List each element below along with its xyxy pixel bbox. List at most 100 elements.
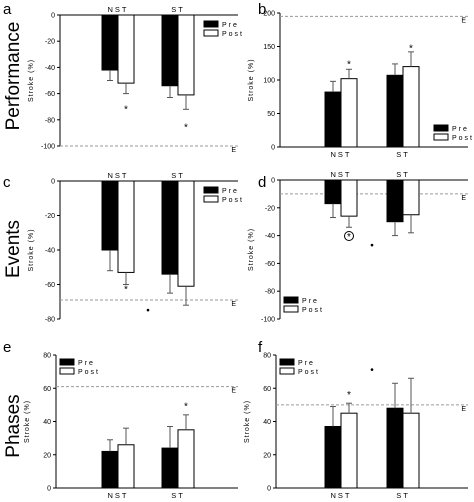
row-label-events: Events [3, 220, 24, 278]
annotation-mark: • [146, 305, 150, 316]
category-label: ST [396, 491, 410, 500]
y-tick-label: -60 [265, 261, 275, 268]
legend-label-post: Post [452, 135, 474, 142]
legend-swatch-post [203, 29, 219, 37]
bar-pre [161, 14, 179, 87]
category-label: NST [108, 5, 129, 14]
annotation-mark: * [124, 104, 128, 115]
legend-label-pre: Pre [452, 126, 469, 133]
y-tick-label: 80 [263, 353, 271, 360]
annotation-mark: * [409, 44, 413, 55]
y-tick-label: 40 [43, 419, 51, 426]
y-tick-label: 0 [271, 178, 275, 185]
annotation-mark: * [347, 60, 351, 71]
category-label: ST [396, 170, 410, 179]
bar-pre [324, 179, 342, 205]
y-tick-label: -60 [45, 91, 55, 98]
panel-c: c 0 -20 -40 -60 -80 Stroke (%) E NST ST * • Pre Post [3, 171, 244, 324]
category-label: NST [108, 171, 129, 180]
annotation-mark: • [370, 365, 374, 376]
annotation-mark: * [184, 123, 188, 134]
panel-f: f 0 20 40 60 80 Stroke (%) E NST ST * • Pre Post [244, 339, 468, 500]
reference-label: E [461, 17, 466, 24]
y-tick-label: -20 [265, 205, 275, 212]
bar-post [402, 179, 420, 216]
panel-letter: b [258, 1, 266, 18]
bar-pre [386, 179, 404, 223]
y-tick-label: -40 [45, 65, 55, 72]
category-label: ST [171, 171, 185, 180]
reference-label: E [461, 406, 466, 413]
legend-label-post: Post [298, 369, 320, 376]
category-label: ST [171, 5, 185, 14]
legend-label-post: Post [222, 197, 244, 204]
bar-post [117, 14, 135, 84]
panel-b: b 0 50 100 150 200 Stroke (%) E NST ST * * Pre Post [248, 1, 474, 159]
bar-post [402, 66, 420, 148]
y-axis-label: Stroke (%) [248, 228, 255, 271]
panel-d: d 0 -20 -40 -60 -80 -100 Stroke (%) E NST ST * • Pre P… [248, 170, 468, 324]
reference-label: E [461, 195, 466, 202]
annotation-mark: * [347, 390, 351, 401]
y-axis-label: Stroke (%) [28, 228, 35, 271]
y-tick-label: -80 [265, 289, 275, 296]
legend-swatch-post [283, 305, 299, 313]
bar-post [177, 180, 195, 287]
legend-swatch-pre [433, 124, 449, 132]
y-tick-label: 20 [43, 452, 51, 459]
y-axis-label: Stroke (%) [28, 59, 35, 102]
bar-post [177, 429, 195, 489]
y-tick-label: 60 [43, 386, 51, 393]
bar-pre [324, 91, 342, 148]
legend-swatch-post [433, 133, 449, 141]
y-tick-label: 0 [271, 145, 275, 152]
bar-pre [386, 74, 404, 148]
bar-pre [386, 407, 404, 489]
row-label-phases: Phases [3, 394, 24, 457]
bar-post [177, 14, 195, 96]
bar-post [117, 180, 135, 273]
legend-swatch-post [279, 367, 295, 375]
y-tick-label: 50 [267, 111, 275, 118]
reference-label: E [231, 301, 236, 308]
annotation-mark: * [124, 285, 128, 296]
y-axis-label: Stroke (%) [24, 400, 31, 443]
legend-label-pre: Pre [298, 360, 315, 367]
bar-post [402, 412, 420, 489]
category-label: NST [108, 491, 129, 500]
legend-label-pre: Pre [222, 22, 239, 29]
category-label: NST [331, 150, 352, 159]
bar-pre [101, 14, 119, 71]
annotation-mark: • [370, 240, 374, 251]
panel-letter: d [258, 174, 266, 191]
y-tick-label: 80 [43, 353, 51, 360]
panel-e: e 0 20 40 60 80 Stroke (%) E NST ST * Pre Post [3, 339, 238, 500]
annotation-mark: * [184, 402, 188, 413]
panel-a: a 0 -20 -40 -60 -80 -100 Stroke (%) E NST ST * * Pre P… [3, 1, 242, 154]
y-tick-label: -40 [45, 248, 55, 255]
category-label: ST [396, 150, 410, 159]
legend-swatch-post [203, 195, 219, 203]
y-tick-label: -60 [45, 282, 55, 289]
panel-letter: a [3, 1, 12, 18]
bar-pre [324, 425, 342, 489]
legend-label-pre: Pre [78, 360, 95, 367]
y-tick-label: 150 [263, 44, 275, 51]
y-axis-label: Stroke (%) [244, 400, 251, 443]
panel-letter: f [258, 339, 263, 356]
y-tick-label: 0 [51, 13, 55, 20]
legend-swatch-pre [203, 20, 219, 28]
bar-pre [101, 450, 119, 489]
y-tick-label: -80 [45, 317, 55, 324]
reference-label: E [231, 147, 236, 154]
y-tick-label: -20 [45, 213, 55, 220]
bar-post [340, 78, 358, 148]
legend-label-post: Post [78, 369, 100, 376]
y-tick-label: 0 [51, 179, 55, 186]
y-tick-label: -100 [41, 144, 55, 151]
bar-pre [161, 447, 179, 489]
y-tick-label: 40 [263, 419, 271, 426]
panel-letter: c [3, 174, 11, 191]
bar-pre [101, 180, 119, 251]
